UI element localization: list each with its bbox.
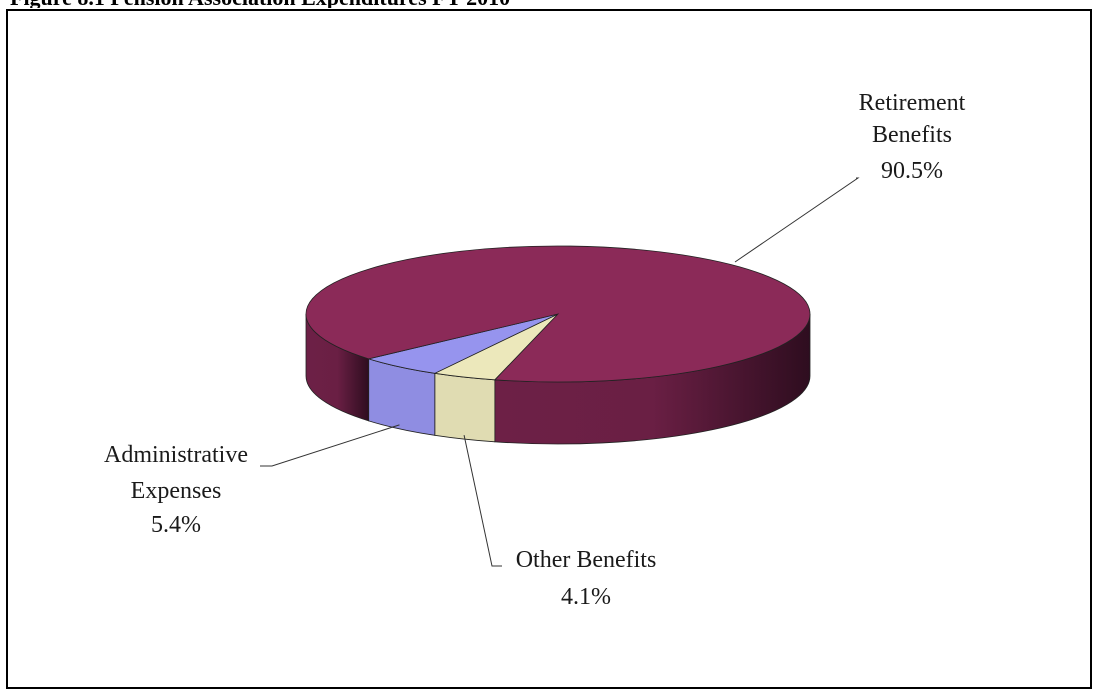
pie-slice-retirement-benefits	[305, 245, 811, 383]
pie-top	[305, 245, 811, 383]
slice-percent-other-benefits: 4.1%	[561, 584, 611, 610]
pie-chart: Retirement Benefits 90.5% Other Benefits 4.1…	[104, 90, 966, 610]
pie-sides	[305, 313, 811, 445]
leader-line-other-benefits	[463, 434, 502, 567]
slice-label-administrative-expenses: Administrative	[104, 442, 248, 468]
slice-percent-retirement-benefits: 90.5%	[881, 158, 943, 184]
pie-side-other-benefits	[434, 372, 496, 443]
figure-heading: Figure 8.1 Pension Association Expenditu…	[10, 0, 1090, 8]
slice-labels: Retirement Benefits 90.5% Other Benefits 4.1…	[104, 90, 966, 610]
slice-label-retirement-benefits: Benefits	[872, 122, 952, 148]
leader-line-administrative-expenses	[260, 424, 400, 467]
slice-label-retirement-benefits: Retirement	[859, 90, 966, 116]
leader-line-retirement-benefits	[734, 177, 860, 263]
slice-label-other-benefits: Other Benefits	[516, 547, 657, 573]
slice-label-administrative-expenses: Expenses	[131, 478, 222, 504]
slice-percent-administrative-expenses: 5.4%	[151, 512, 201, 538]
leader-lines	[260, 177, 860, 567]
